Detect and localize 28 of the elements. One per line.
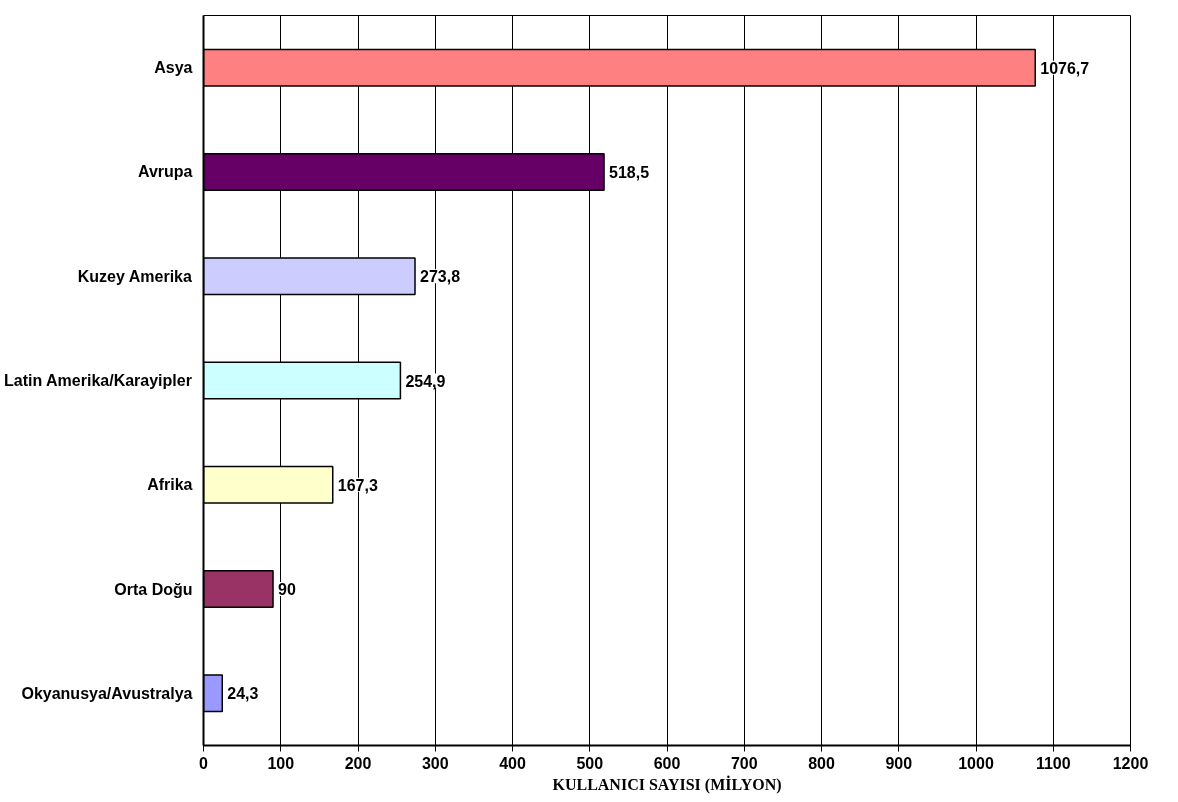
data-label: 24,3 — [227, 685, 259, 703]
y-tick-label: Avrupa — [137, 163, 193, 181]
x-tick-label: 0 — [199, 754, 209, 772]
y-tick-label: Afrika — [147, 476, 193, 494]
x-tick-label: 700 — [730, 754, 758, 772]
x-axis-title: KULLANICI SAYISI (MİLYON) — [552, 774, 782, 794]
data-label: 254,9 — [405, 372, 446, 390]
y-tick-label: Kuzey Amerika — [77, 267, 193, 285]
data-label: 1076,7 — [1040, 59, 1090, 77]
x-tick-label: 1000 — [958, 754, 994, 772]
x-tick-label: 1100 — [1035, 754, 1071, 772]
y-tick-label: Latin Amerika/Karayipler — [3, 372, 192, 389]
data-label: 273,8 — [420, 268, 461, 286]
x-tick-label: 500 — [576, 754, 604, 772]
x-tick-label: 100 — [267, 754, 295, 772]
data-label: 518,5 — [609, 163, 650, 181]
y-tick-label: Asya — [154, 59, 193, 77]
y-tick-label: Okyanusya/Avustralya — [21, 684, 193, 702]
x-tick-label: 800 — [808, 754, 835, 772]
x-tick-label: 300 — [421, 754, 449, 772]
x-tick-label: 200 — [344, 754, 372, 772]
y-tick-label: Orta Doğu — [114, 580, 193, 598]
data-label: 90 — [278, 581, 296, 599]
x-tick-label: 1200 — [1112, 754, 1149, 772]
x-tick-label: 900 — [885, 754, 913, 772]
data-label: 167,3 — [337, 476, 378, 494]
x-tick-label: 400 — [499, 754, 526, 772]
x-tick-label: 600 — [653, 754, 681, 772]
